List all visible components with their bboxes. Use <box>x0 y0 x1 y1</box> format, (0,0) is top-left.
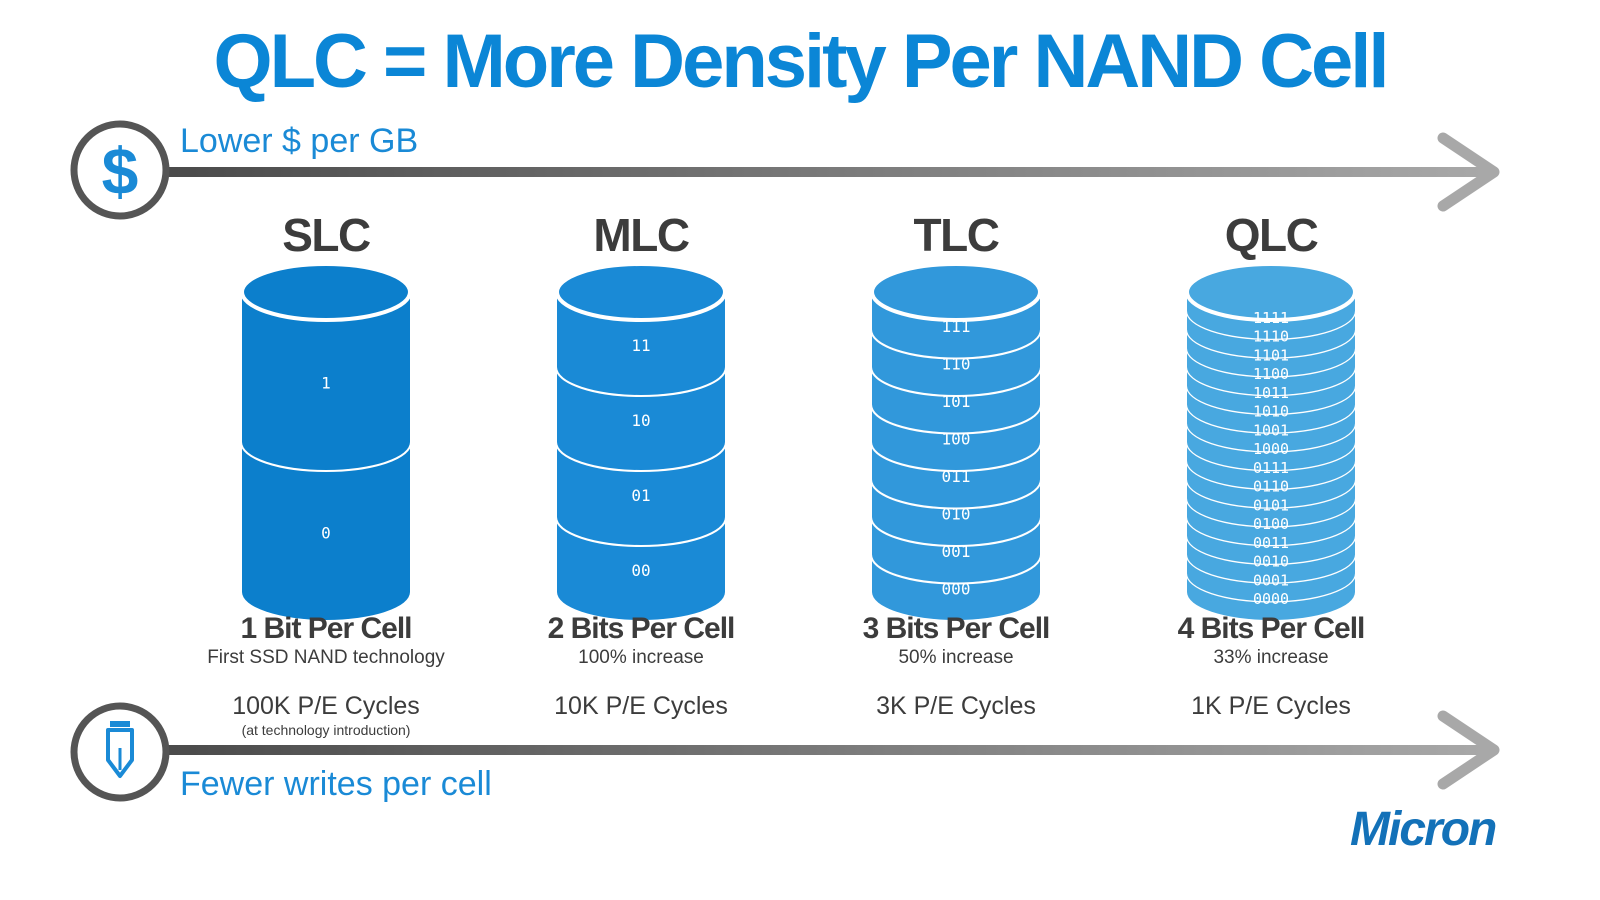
cell-type-description: 33% increase <box>1213 647 1329 668</box>
bit-state-label: 010 <box>942 505 971 524</box>
bits-per-cell-label: 1 Bit Per Cell <box>240 612 412 645</box>
bit-state-label: 100 <box>942 430 971 449</box>
writes-axis-label: Fewer writes per cell <box>180 765 492 803</box>
bit-state-label: 0101 <box>1253 496 1289 514</box>
bit-state-label: 111 <box>942 317 971 336</box>
bit-state-label: 11 <box>631 336 650 355</box>
bit-state-label: 1 <box>321 373 331 392</box>
cylinder-top <box>555 262 727 322</box>
bits-per-cell-label: 2 Bits Per Cell <box>547 612 736 645</box>
pe-cycles-label: 100K P/E Cycles <box>232 692 420 720</box>
cost-arrow <box>160 132 1500 212</box>
bit-state-label: 1101 <box>1253 346 1289 364</box>
pe-cycles-label: 3K P/E Cycles <box>876 692 1036 720</box>
cylinder-segment <box>242 442 410 620</box>
bit-state-label: 1100 <box>1253 365 1289 383</box>
cell-type-description: First SSD NAND technology <box>207 647 445 668</box>
bit-state-label: 0110 <box>1253 478 1289 496</box>
cell-type-description: 50% increase <box>898 647 1014 668</box>
bits-per-cell-label: 4 Bits Per Cell <box>1177 612 1366 645</box>
writes-arrow <box>160 710 1500 790</box>
cell-type-name: SLC <box>282 209 371 261</box>
cell-type-name: TLC <box>913 209 1000 261</box>
bit-state-label: 1001 <box>1253 421 1289 439</box>
bit-state-label: 1000 <box>1253 440 1289 458</box>
pencil-icon <box>70 702 170 802</box>
bit-state-label: 101 <box>942 392 971 411</box>
bit-state-label: 1010 <box>1253 403 1289 421</box>
cylinder-top <box>1185 262 1357 322</box>
bit-state-label: 0011 <box>1253 534 1289 552</box>
dollar-icon: $ <box>70 120 170 220</box>
micron-logo: Micron <box>1350 803 1497 856</box>
bit-state-label: 0000 <box>1253 590 1289 608</box>
cylinder-segment <box>242 292 410 470</box>
bit-state-label: 0010 <box>1253 553 1289 571</box>
bit-state-label: 0 <box>321 523 331 542</box>
svg-text:$: $ <box>102 134 139 208</box>
bit-state-label: 1111 <box>1253 309 1289 327</box>
cylinder-mlc: 11 10 01 00 <box>555 262 727 620</box>
cylinder-qlc: 1111111011011100101110101001100001110110… <box>1185 262 1357 620</box>
page-title: QLC = More Density Per NAND Cell <box>213 19 1389 104</box>
cylinder-tlc: 111 110 101 100 011 010 001 000 <box>870 262 1042 620</box>
bit-state-label: 01 <box>631 486 650 505</box>
cylinder-top <box>870 262 1042 322</box>
bit-state-label: 1110 <box>1253 328 1289 346</box>
bit-state-label: 0100 <box>1253 515 1289 533</box>
cell-type-description: 100% increase <box>578 647 704 668</box>
cylinder-slc: 10 <box>240 262 412 620</box>
pe-cycles-note: (at technology introduction) <box>241 722 411 738</box>
pe-cycles-label: 10K P/E Cycles <box>554 692 728 720</box>
bit-state-label: 00 <box>631 561 650 580</box>
bits-per-cell-label: 3 Bits Per Cell <box>862 612 1051 645</box>
cell-cylinders: 1011100100111110101100011010001000111111… <box>240 262 1357 620</box>
bit-state-label: 110 <box>942 355 971 374</box>
bit-state-label: 1011 <box>1253 384 1289 402</box>
cell-type-name: MLC <box>593 209 690 261</box>
cost-axis-label: Lower $ per GB <box>180 122 419 160</box>
bit-state-label: 000 <box>942 580 971 599</box>
bit-state-label: 011 <box>942 467 971 486</box>
bit-state-label: 10 <box>631 411 650 430</box>
bit-state-label: 0001 <box>1253 571 1289 589</box>
bit-state-label: 0111 <box>1253 459 1289 477</box>
cell-type-name: QLC <box>1224 209 1319 261</box>
bit-state-label: 001 <box>942 542 971 561</box>
cylinder-top <box>240 262 412 322</box>
pe-cycles-label: 1K P/E Cycles <box>1191 692 1351 720</box>
